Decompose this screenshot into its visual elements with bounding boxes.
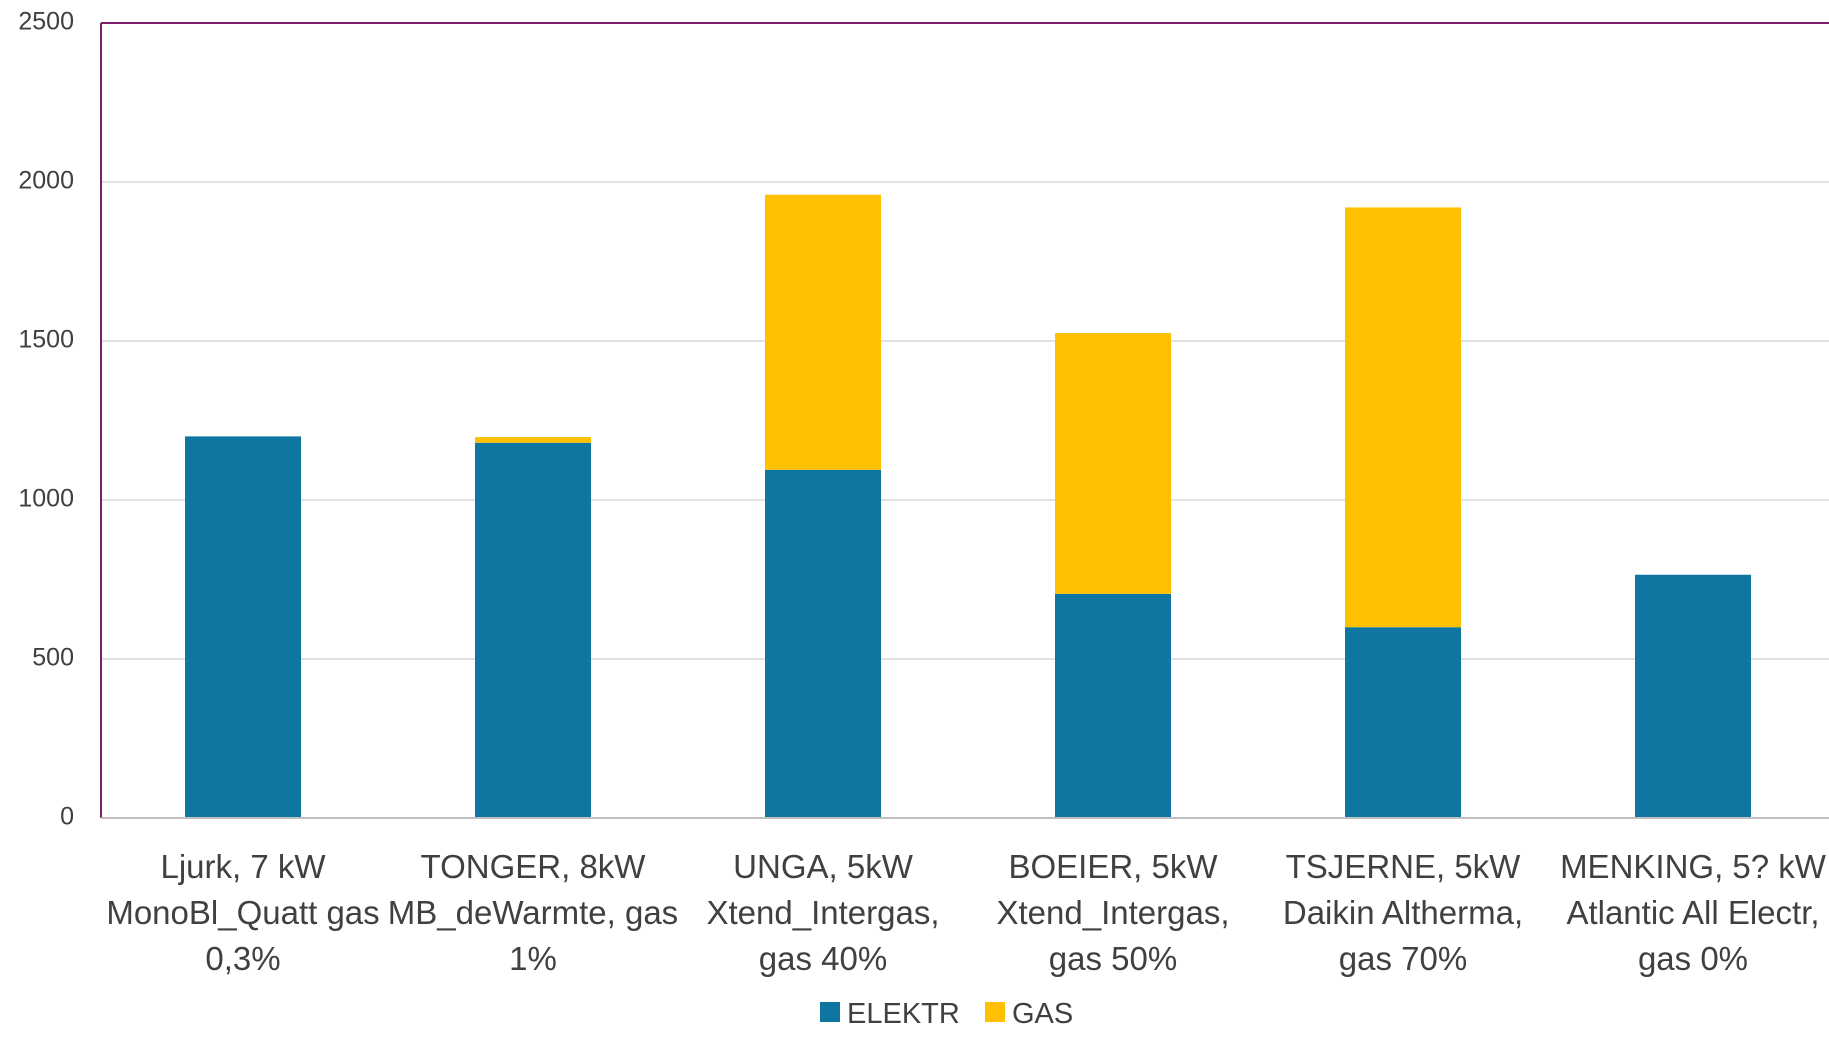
x-axis-category-labels: Ljurk, 7 kW MonoBl_Quatt gas 0,3% TONGER, 8… [106, 848, 1826, 977]
x-category-label: UNGA, 5kW [733, 848, 914, 885]
x-category-label: TONGER, 8kW [421, 848, 647, 885]
legend-swatch-gas [985, 1002, 1005, 1022]
bar-elektr-4 [1345, 627, 1461, 818]
legend-label-elektr: ELEKTR [847, 998, 960, 1030]
x-category-label: gas 0% [1638, 940, 1748, 977]
x-category-label: gas 70% [1339, 940, 1467, 977]
x-category-label: TSJERNE, 5kW [1286, 848, 1522, 885]
bars [185, 194, 1751, 818]
y-axis-tick-labels: 0 500 1000 1500 2000 2500 [18, 8, 74, 831]
y-tick-label: 1500 [18, 326, 74, 354]
x-category-label: MonoBl_Quatt gas [106, 894, 379, 931]
y-tick-label: 500 [32, 644, 74, 672]
bar-elektr-1 [475, 442, 591, 818]
x-category-label: Xtend_Intergas, [997, 894, 1230, 931]
x-category-label: gas 40% [759, 940, 887, 977]
gridlines [101, 22, 1829, 660]
y-tick-label: 1000 [18, 485, 74, 513]
legend-swatch-elektr [820, 1002, 840, 1022]
bar-elektr-5 [1635, 574, 1751, 818]
bar-elektr-0 [185, 436, 301, 818]
x-category-label: MB_deWarmte, gas [388, 894, 678, 931]
x-category-label: gas 50% [1049, 940, 1177, 977]
x-category-label: Xtend_Intergas, [707, 894, 940, 931]
bar-gas-1 [475, 437, 591, 443]
bar-elektr-2 [765, 469, 881, 818]
bar-elektr-3 [1055, 593, 1171, 818]
axes [100, 22, 1829, 819]
bar-gas-3 [1055, 333, 1171, 594]
y-tick-label: 2000 [18, 167, 74, 195]
x-category-label: 0,3% [205, 940, 280, 977]
x-category-label: 1% [509, 940, 557, 977]
y-tick-label: 0 [60, 803, 74, 831]
bar-gas-2 [765, 194, 881, 470]
x-category-label: Daikin Altherma, [1283, 894, 1523, 931]
legend-label-gas: GAS [1012, 998, 1073, 1030]
x-category-label: BOEIER, 5kW [1008, 848, 1218, 885]
x-category-label: Atlantic All Electr, [1566, 894, 1819, 931]
legend: ELEKTR GAS [820, 998, 1073, 1030]
x-category-label: MENKING, 5? kW [1560, 848, 1827, 885]
x-category-label: Ljurk, 7 kW [160, 848, 326, 885]
y-tick-label: 2500 [18, 8, 74, 36]
bar-gas-4 [1345, 207, 1461, 628]
